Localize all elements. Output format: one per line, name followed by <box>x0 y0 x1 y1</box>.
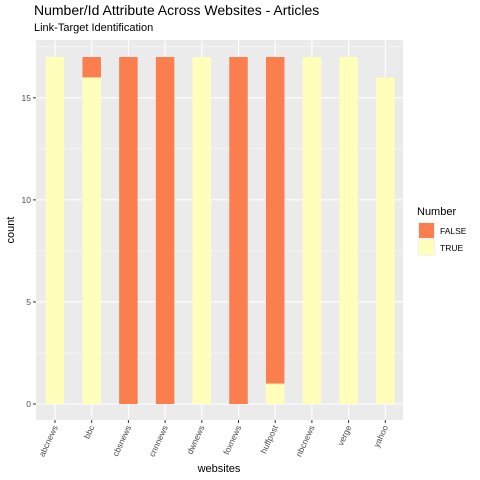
y-axis-title: count <box>5 217 17 244</box>
x-axis-ticks: abcnews bbc cbsnews cnnnews dwnews foxnews huf… <box>37 420 390 459</box>
legend-label-false: FALSE <box>440 226 467 236</box>
bar-abcnews-true <box>45 57 65 404</box>
x-tick-label: foxnews <box>221 424 243 456</box>
bar-bbc-true <box>82 77 101 404</box>
x-tick-label: verge <box>335 423 353 447</box>
legend-label-true: TRUE <box>440 243 463 253</box>
x-tick-label: dwnews <box>185 424 207 456</box>
x-tick-label: cbsnews <box>110 424 133 458</box>
x-axis-title: websites <box>197 463 241 475</box>
x-tick-label: cnnnews <box>147 424 170 459</box>
bar-foxnews-false <box>229 57 248 404</box>
bar-cnnnews-false <box>155 57 175 404</box>
bar-bbc-false <box>82 57 101 78</box>
x-tick-label: bbc <box>82 423 97 440</box>
legend-key-false <box>419 223 434 238</box>
y-tick-label: 5 <box>26 297 31 307</box>
legend-key-true <box>419 240 434 255</box>
x-tick-label: huffpost <box>258 423 280 455</box>
y-tick-label: 15 <box>22 93 32 103</box>
x-tick-label: nbcnews <box>293 424 316 459</box>
x-tick-label: abcnews <box>37 424 60 459</box>
bar-nbcnews-true <box>302 57 322 404</box>
y-tick-label: 10 <box>22 195 32 205</box>
x-tick-label: yahoo <box>371 423 390 448</box>
bar-dwnews-true <box>192 57 212 404</box>
chart-title: Number/Id Attribute Across Websites - Ar… <box>34 2 319 18</box>
y-tick-label: 0 <box>26 399 31 409</box>
legend: Number FALSE TRUE <box>417 206 467 256</box>
chart-subtitle: Link-Target Identification <box>34 22 153 34</box>
bar-huffpost-true <box>265 383 285 404</box>
bars <box>45 57 395 404</box>
legend-title: Number <box>417 206 456 218</box>
bar-cbsnews-false <box>119 57 138 404</box>
bar-huffpost-false <box>265 57 285 384</box>
y-axis-ticks: 0 5 10 15 <box>22 93 36 409</box>
bar-yahoo-true <box>376 77 395 404</box>
bar-verge-true <box>339 57 358 404</box>
